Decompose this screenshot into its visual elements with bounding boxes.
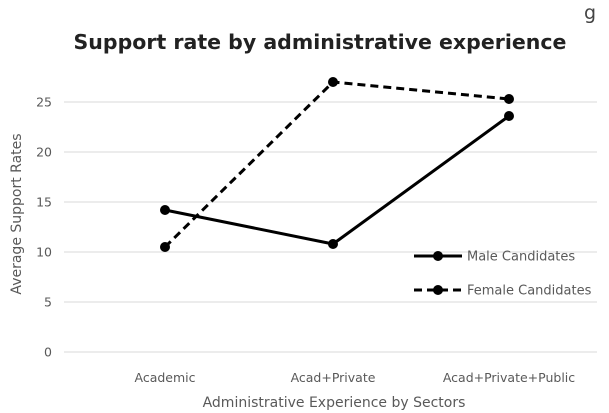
y-axis-ticks: 0 5 10 15 20 25: [36, 95, 52, 360]
y-tick-label: 10: [36, 245, 52, 260]
x-tick-label: Academic: [134, 370, 195, 385]
x-tick-label: Acad+Private+Public: [443, 370, 575, 385]
y-tick-label: 15: [36, 195, 52, 210]
y-tick-label: 25: [36, 95, 52, 110]
data-point-female-candidates: [504, 94, 514, 104]
series-line-male-candidates: [164, 114, 510, 246]
chart-title: Support rate by administrative experienc…: [74, 30, 567, 54]
y-tick-label: 5: [44, 295, 52, 310]
y-axis-title: Average Support Rates: [9, 133, 25, 294]
data-point-female-candidates: [160, 242, 170, 252]
data-point-male-candidates: [328, 239, 338, 249]
legend-label-female-candidates: Female Candidates: [467, 284, 592, 299]
legend-marker-female-candidates: [433, 285, 443, 295]
legend-label-male-candidates: Male Candidates: [467, 250, 575, 265]
x-tick-label: Acad+Private: [291, 370, 376, 385]
data-point-female-candidates: [328, 77, 338, 87]
legend-marker-male-candidates: [433, 251, 443, 261]
series-group: [160, 77, 514, 252]
series-line-female-candidates: [163, 80, 510, 249]
x-axis-ticks: Academic Acad+Private Acad+Private+Public: [134, 370, 575, 385]
y-tick-label: 0: [44, 345, 52, 360]
data-point-male-candidates: [160, 205, 170, 215]
legend: Male Candidates Female Candidates: [414, 250, 592, 299]
gridlines: [64, 101, 597, 353]
x-axis-title: Administrative Experience by Sectors: [203, 395, 466, 411]
chart-subtitle-fragment: g: [584, 2, 596, 24]
data-point-male-candidates: [504, 111, 514, 121]
y-tick-label: 20: [36, 145, 52, 160]
